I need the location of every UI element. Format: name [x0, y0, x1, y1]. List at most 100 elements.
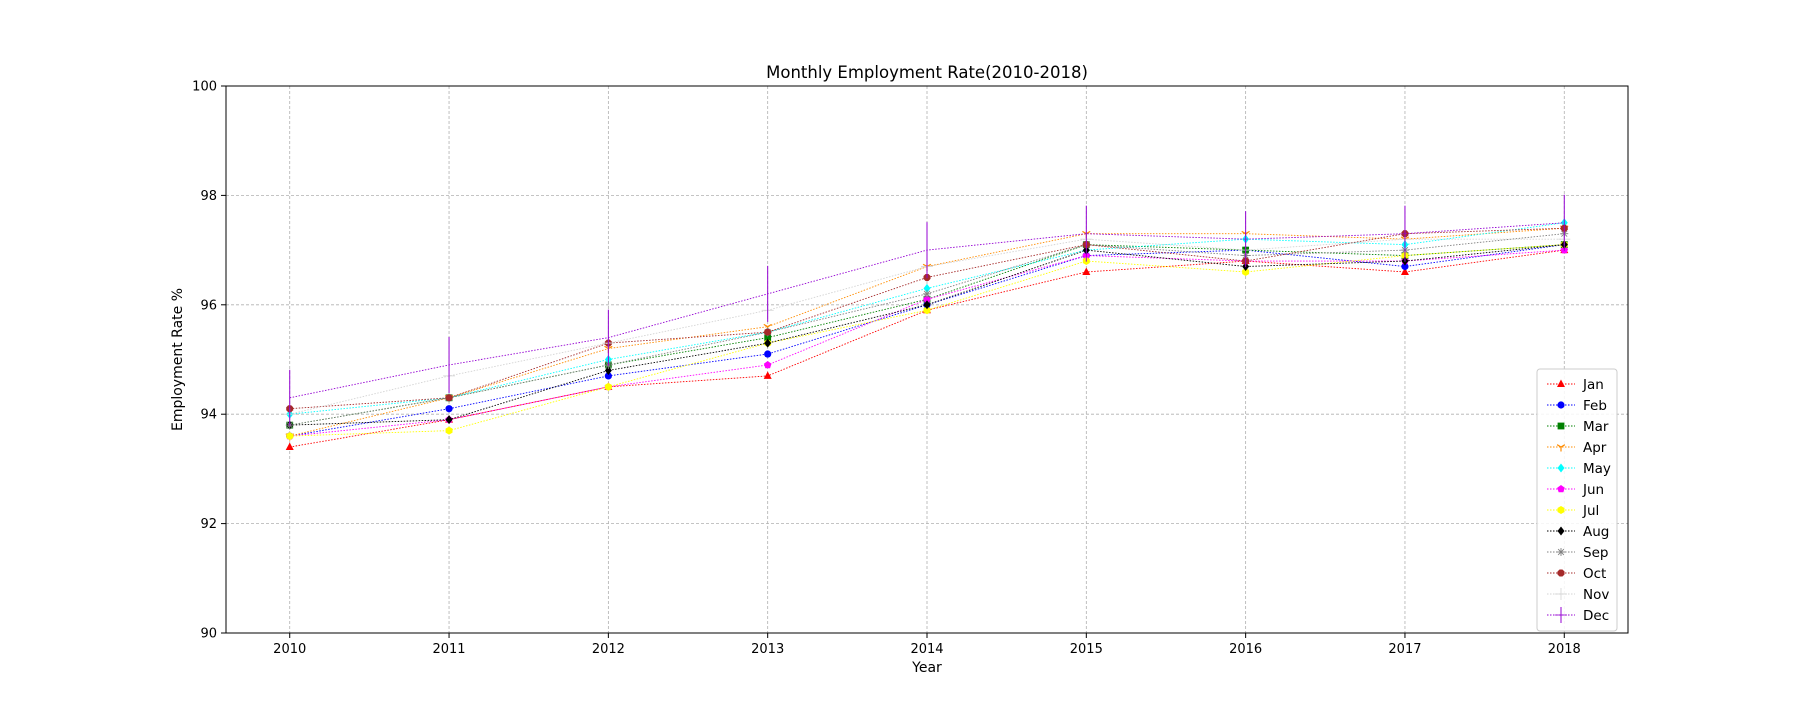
- data-point-jan: [763, 371, 772, 379]
- legend-label-feb: Feb: [1583, 398, 1607, 414]
- y-tick-label: 98: [200, 189, 217, 204]
- series-dec: [289, 194, 1565, 426]
- grid-layer: [226, 85, 1628, 634]
- legend-item-may: May: [1547, 461, 1611, 477]
- marker-stroke: [763, 323, 768, 328]
- legend-item-apr: Apr: [1547, 440, 1607, 456]
- marker-stroke: [1245, 230, 1250, 235]
- legend: Jan Feb Mar Apr May Jun Jul Aug Sep Oct Nov Dec: [1536, 368, 1618, 632]
- data-point-jul: [286, 432, 294, 441]
- legend-marker-jul: [1557, 506, 1565, 514]
- marker-stroke: [604, 345, 609, 350]
- legend-label-apr: Apr: [1583, 440, 1607, 456]
- legend-item-mar: Mar: [1547, 419, 1609, 435]
- x-tick-label: 2014: [910, 642, 943, 657]
- legend-label-dec: Dec: [1583, 608, 1609, 624]
- data-point-mar: [764, 334, 772, 342]
- data-point-aug: [764, 338, 772, 348]
- legend-item-dec: Dec: [1547, 607, 1609, 624]
- data-point-aug: [445, 415, 453, 425]
- y-axis-title: Employment Rate %: [170, 288, 186, 431]
- y-tick-label: 96: [200, 298, 217, 313]
- x-tick-label: 2015: [1070, 642, 1103, 657]
- legend-label-nov: Nov: [1583, 587, 1609, 603]
- marker-stroke: [1560, 444, 1566, 448]
- y-tick-label: 90: [200, 627, 217, 642]
- data-point-jun: [923, 295, 931, 303]
- legend-marker-nov: [1555, 588, 1567, 600]
- data-point-aug: [923, 300, 931, 310]
- legend-label-oct: Oct: [1583, 566, 1606, 582]
- legend-item-jan: Jan: [1547, 377, 1604, 393]
- legend-item-oct: Oct: [1547, 566, 1606, 582]
- marker-stroke: [1241, 230, 1246, 235]
- data-point-feb: [1401, 262, 1409, 271]
- legend-label-jun: Jun: [1582, 482, 1604, 498]
- chart-title: Monthly Employment Rate(2010-2018): [766, 63, 1088, 82]
- x-tick-label: 2010: [273, 642, 306, 657]
- data-point-jul: [923, 306, 931, 315]
- data-point-may: [923, 283, 931, 293]
- data-point-feb: [445, 405, 453, 413]
- series-line-jul: [289, 244, 1565, 437]
- marker-stroke: [1557, 548, 1565, 556]
- series-line-mar: [289, 244, 1565, 426]
- data-point-jan: [285, 442, 294, 451]
- data-point-sep: [923, 289, 931, 298]
- series-line-sep: [289, 233, 1565, 426]
- x-tick-label: 2011: [432, 642, 465, 657]
- legend-marker-may: [1557, 463, 1565, 473]
- x-tick-label: 2018: [1548, 642, 1581, 657]
- legend-item-sep: Sep: [1547, 545, 1608, 561]
- series-layer: [283, 194, 1571, 451]
- legend-item-nov: Nov: [1547, 587, 1609, 603]
- series-line-jun: [289, 249, 1565, 437]
- x-tick-label: 2017: [1388, 642, 1421, 657]
- legend-marker-aug: [1557, 526, 1565, 536]
- legend-item-jul: Jul: [1547, 503, 1599, 519]
- data-point-jan: [1082, 267, 1091, 275]
- data-point-feb: [764, 350, 772, 358]
- marker-stroke: [1556, 444, 1562, 448]
- y-tick-label: 92: [200, 517, 217, 532]
- legend-label-may: May: [1583, 461, 1611, 477]
- data-point-oct: [764, 328, 772, 336]
- data-point-oct: [445, 394, 453, 402]
- legend-marker-jan: [1557, 379, 1565, 387]
- legend-marker-apr: [1556, 444, 1566, 452]
- data-point-aug: [604, 365, 612, 375]
- legend-marker-oct: [1557, 569, 1565, 577]
- series-line-apr: [289, 227, 1565, 437]
- legend-label-mar: Mar: [1583, 419, 1609, 435]
- data-point-feb: [604, 372, 612, 380]
- legend-label-aug: Aug: [1583, 524, 1609, 540]
- data-point-jun: [763, 360, 772, 369]
- axes-layer: 2010 2011 2012 2013 2014 2015 2016 2017 2018 90 92…: [192, 80, 1581, 658]
- data-point-jul: [445, 426, 453, 435]
- x-axis-title: Year: [911, 660, 942, 676]
- series-line-oct: [289, 227, 1565, 410]
- legend-marker-mar: [1557, 422, 1565, 430]
- y-tick-label: 100: [192, 80, 217, 95]
- legend-item-aug: Aug: [1547, 524, 1609, 540]
- x-tick-label: 2016: [1229, 642, 1262, 657]
- data-point-jul: [1242, 267, 1250, 276]
- legend-marker-sep: [1557, 548, 1565, 556]
- x-tick-label: 2013: [751, 642, 784, 657]
- marker-stroke: [1086, 230, 1091, 235]
- x-tick-label: 2012: [592, 642, 625, 657]
- legend-label-jul: Jul: [1582, 503, 1599, 519]
- series-line-jan: [289, 249, 1565, 448]
- legend-label-jan: Jan: [1582, 377, 1604, 393]
- legend-label-sep: Sep: [1583, 545, 1608, 561]
- legend-marker-feb: [1557, 401, 1565, 409]
- marker-stroke: [923, 290, 931, 298]
- data-point-jan: [1400, 267, 1409, 275]
- marker-stroke: [608, 345, 613, 350]
- legend-item-jun: Jun: [1547, 482, 1604, 498]
- legend-box: [1536, 368, 1618, 632]
- data-point-jul: [604, 382, 612, 391]
- marker-stroke: [767, 323, 772, 328]
- legend-item-feb: Feb: [1547, 398, 1607, 414]
